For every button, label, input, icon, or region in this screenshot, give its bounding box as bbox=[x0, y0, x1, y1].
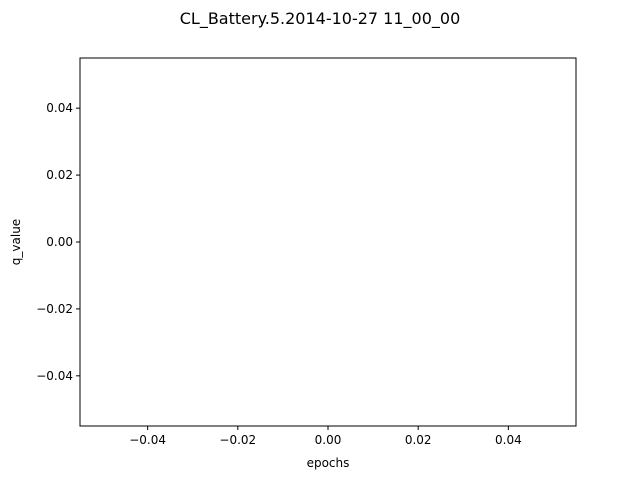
y-tick-label: 0.02 bbox=[46, 168, 73, 182]
x-axis: −0.04 −0.02 0.00 0.02 0.04 bbox=[129, 426, 522, 447]
y-tick-label: 0.04 bbox=[46, 101, 73, 115]
y-tick-label: 0.00 bbox=[46, 235, 73, 249]
x-tick-label: −0.02 bbox=[219, 433, 256, 447]
y-axis-label: q_value bbox=[9, 219, 23, 265]
x-axis-label: epochs bbox=[307, 456, 350, 470]
x-tick-label: 0.04 bbox=[495, 433, 522, 447]
y-tick-label: −0.02 bbox=[36, 302, 73, 316]
y-tick-label: −0.04 bbox=[36, 369, 73, 383]
x-tick-label: 0.00 bbox=[315, 433, 342, 447]
y-axis: −0.04 −0.02 0.00 0.02 0.04 bbox=[36, 101, 80, 383]
plot-area bbox=[79, 57, 577, 427]
x-tick-label: −0.04 bbox=[129, 433, 166, 447]
x-tick-label: 0.02 bbox=[405, 433, 432, 447]
chart-title: CL_Battery.5.2014-10-27 11_00_00 bbox=[180, 9, 461, 29]
